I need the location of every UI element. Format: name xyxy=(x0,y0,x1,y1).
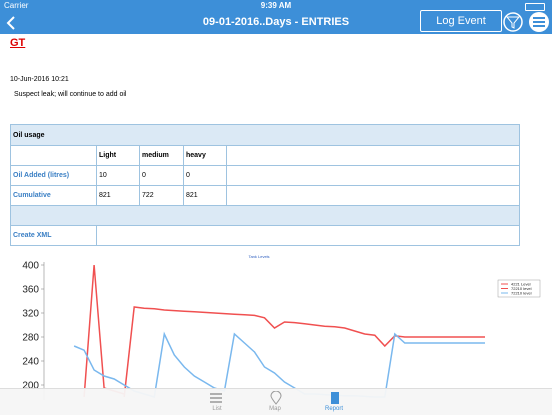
back-button[interactable] xyxy=(6,16,16,30)
chart-title: Tank Levels xyxy=(248,254,269,259)
battery xyxy=(525,3,545,11)
status-bar: Carrier 9:39 AM xyxy=(0,0,552,12)
time: 9:39 AM xyxy=(260,1,292,10)
series-line xyxy=(83,264,125,398)
y-tick-label: 320 xyxy=(22,309,39,320)
tab-list[interactable]: List xyxy=(212,406,222,412)
report-icon xyxy=(331,392,339,404)
tab-bar: List Map Report xyxy=(0,388,552,415)
nav-bar: 09-01-2016..Days - ENTRIES Log Event xyxy=(0,10,552,34)
legend-label: 72210 level xyxy=(511,286,532,291)
tab-map[interactable]: Map xyxy=(269,406,281,412)
entry-code[interactable]: GT xyxy=(10,37,26,49)
y-tick-label: 360 xyxy=(22,285,39,296)
nav-icons[interactable] xyxy=(502,11,552,33)
y-tick-label: 200 xyxy=(22,381,39,392)
y-tick-label: 280 xyxy=(22,333,39,344)
series-line xyxy=(123,306,485,398)
entry-note: Suspect leak; will continue to add oil xyxy=(14,91,127,98)
oil-table: Oil usage Light medium heavy Oil Added (li… xyxy=(10,124,520,246)
log-event-button[interactable]: Log Event xyxy=(420,10,502,32)
y-tick-label: 400 xyxy=(22,261,39,272)
legend-label: 72210 level xyxy=(511,291,532,296)
entry-date: 10-Jun-2016 10:21 xyxy=(10,76,69,83)
legend-label: 4221 Level xyxy=(511,282,531,287)
list-icon xyxy=(210,393,222,403)
nav-title: 09-01-2016..Days - ENTRIES xyxy=(202,16,350,28)
map-icon xyxy=(270,391,282,405)
legend-box xyxy=(497,279,541,298)
carrier: Carrier xyxy=(4,1,29,10)
y-tick-label: 240 xyxy=(22,357,39,368)
tab-report[interactable]: Report xyxy=(324,406,343,412)
